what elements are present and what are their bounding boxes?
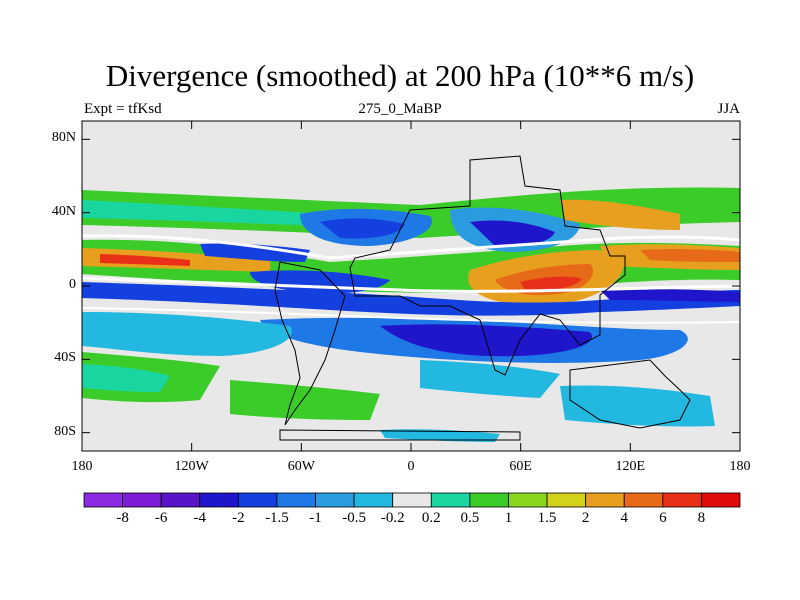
colorbar-label: -0.5 xyxy=(342,510,366,526)
colorbar-swatch xyxy=(237,492,278,508)
run-label: 275_0_MaBP xyxy=(358,101,442,117)
colorbar-swatch xyxy=(160,492,201,508)
axis-ticks xyxy=(81,121,741,451)
colorbar-swatch xyxy=(469,492,509,508)
x-tick-label: 120W xyxy=(174,459,209,474)
colorbar-swatch xyxy=(585,492,625,508)
x-tick-label: 0 xyxy=(407,459,415,474)
colorbar-swatch xyxy=(353,492,394,508)
continent-outlines xyxy=(274,155,691,441)
x-tick-label: 60E xyxy=(509,459,532,474)
colorbar-label: 1.5 xyxy=(537,510,557,526)
colorbar-label: -1 xyxy=(309,510,322,526)
colorbar-swatch xyxy=(83,492,123,508)
colorbar-label: -1.5 xyxy=(265,510,289,526)
colorbar-swatch xyxy=(430,492,471,508)
divergence-field xyxy=(82,121,740,451)
colorbar-label: 0.5 xyxy=(460,510,480,526)
colorbar-label: -6 xyxy=(154,510,168,526)
colorbar-label: 0.2 xyxy=(421,510,441,526)
colorbar-swatch xyxy=(392,492,432,508)
colorbar-swatch xyxy=(122,492,162,508)
colorbar-label: -2 xyxy=(232,510,245,526)
season-label: JJA xyxy=(717,101,740,117)
y-tick-label: 40N xyxy=(51,203,76,219)
colorbar-swatch xyxy=(546,492,587,508)
colorbar-label: -0.2 xyxy=(380,510,405,526)
y-tick-label: 0 xyxy=(69,277,76,292)
colorbar-swatch xyxy=(701,492,741,508)
y-tick-label: 80N xyxy=(51,130,76,146)
colorbar-swatch xyxy=(662,492,702,508)
x-tick-label: 180 xyxy=(729,459,751,474)
x-tick-label: 120E xyxy=(615,459,646,474)
colorbar-label: 1 xyxy=(504,510,513,526)
y-tick-label: 80S xyxy=(54,423,76,439)
colorbar-swatch xyxy=(623,492,664,508)
colorbar-label: 2 xyxy=(581,510,590,526)
colorbar-label: 8 xyxy=(697,510,706,526)
x-tick-label: 60W xyxy=(287,459,315,474)
colorbar-label: 6 xyxy=(659,510,667,526)
colorbar-label: 4 xyxy=(620,510,628,526)
map-title: Divergence (smoothed) at 200 hPa (10**6 … xyxy=(105,58,695,93)
experiment-label: Expt = tfKsd xyxy=(84,101,162,117)
colorbar-label: -4 xyxy=(193,510,207,526)
x-tick-label: 180 xyxy=(71,459,93,474)
colorbar-label: -8 xyxy=(116,510,129,526)
colorbar-swatch xyxy=(199,492,239,508)
colorbar-swatch xyxy=(276,492,316,508)
colorbar-swatch xyxy=(508,492,548,508)
y-tick-label: 40S xyxy=(54,350,76,366)
colorbar-swatch xyxy=(315,492,355,508)
